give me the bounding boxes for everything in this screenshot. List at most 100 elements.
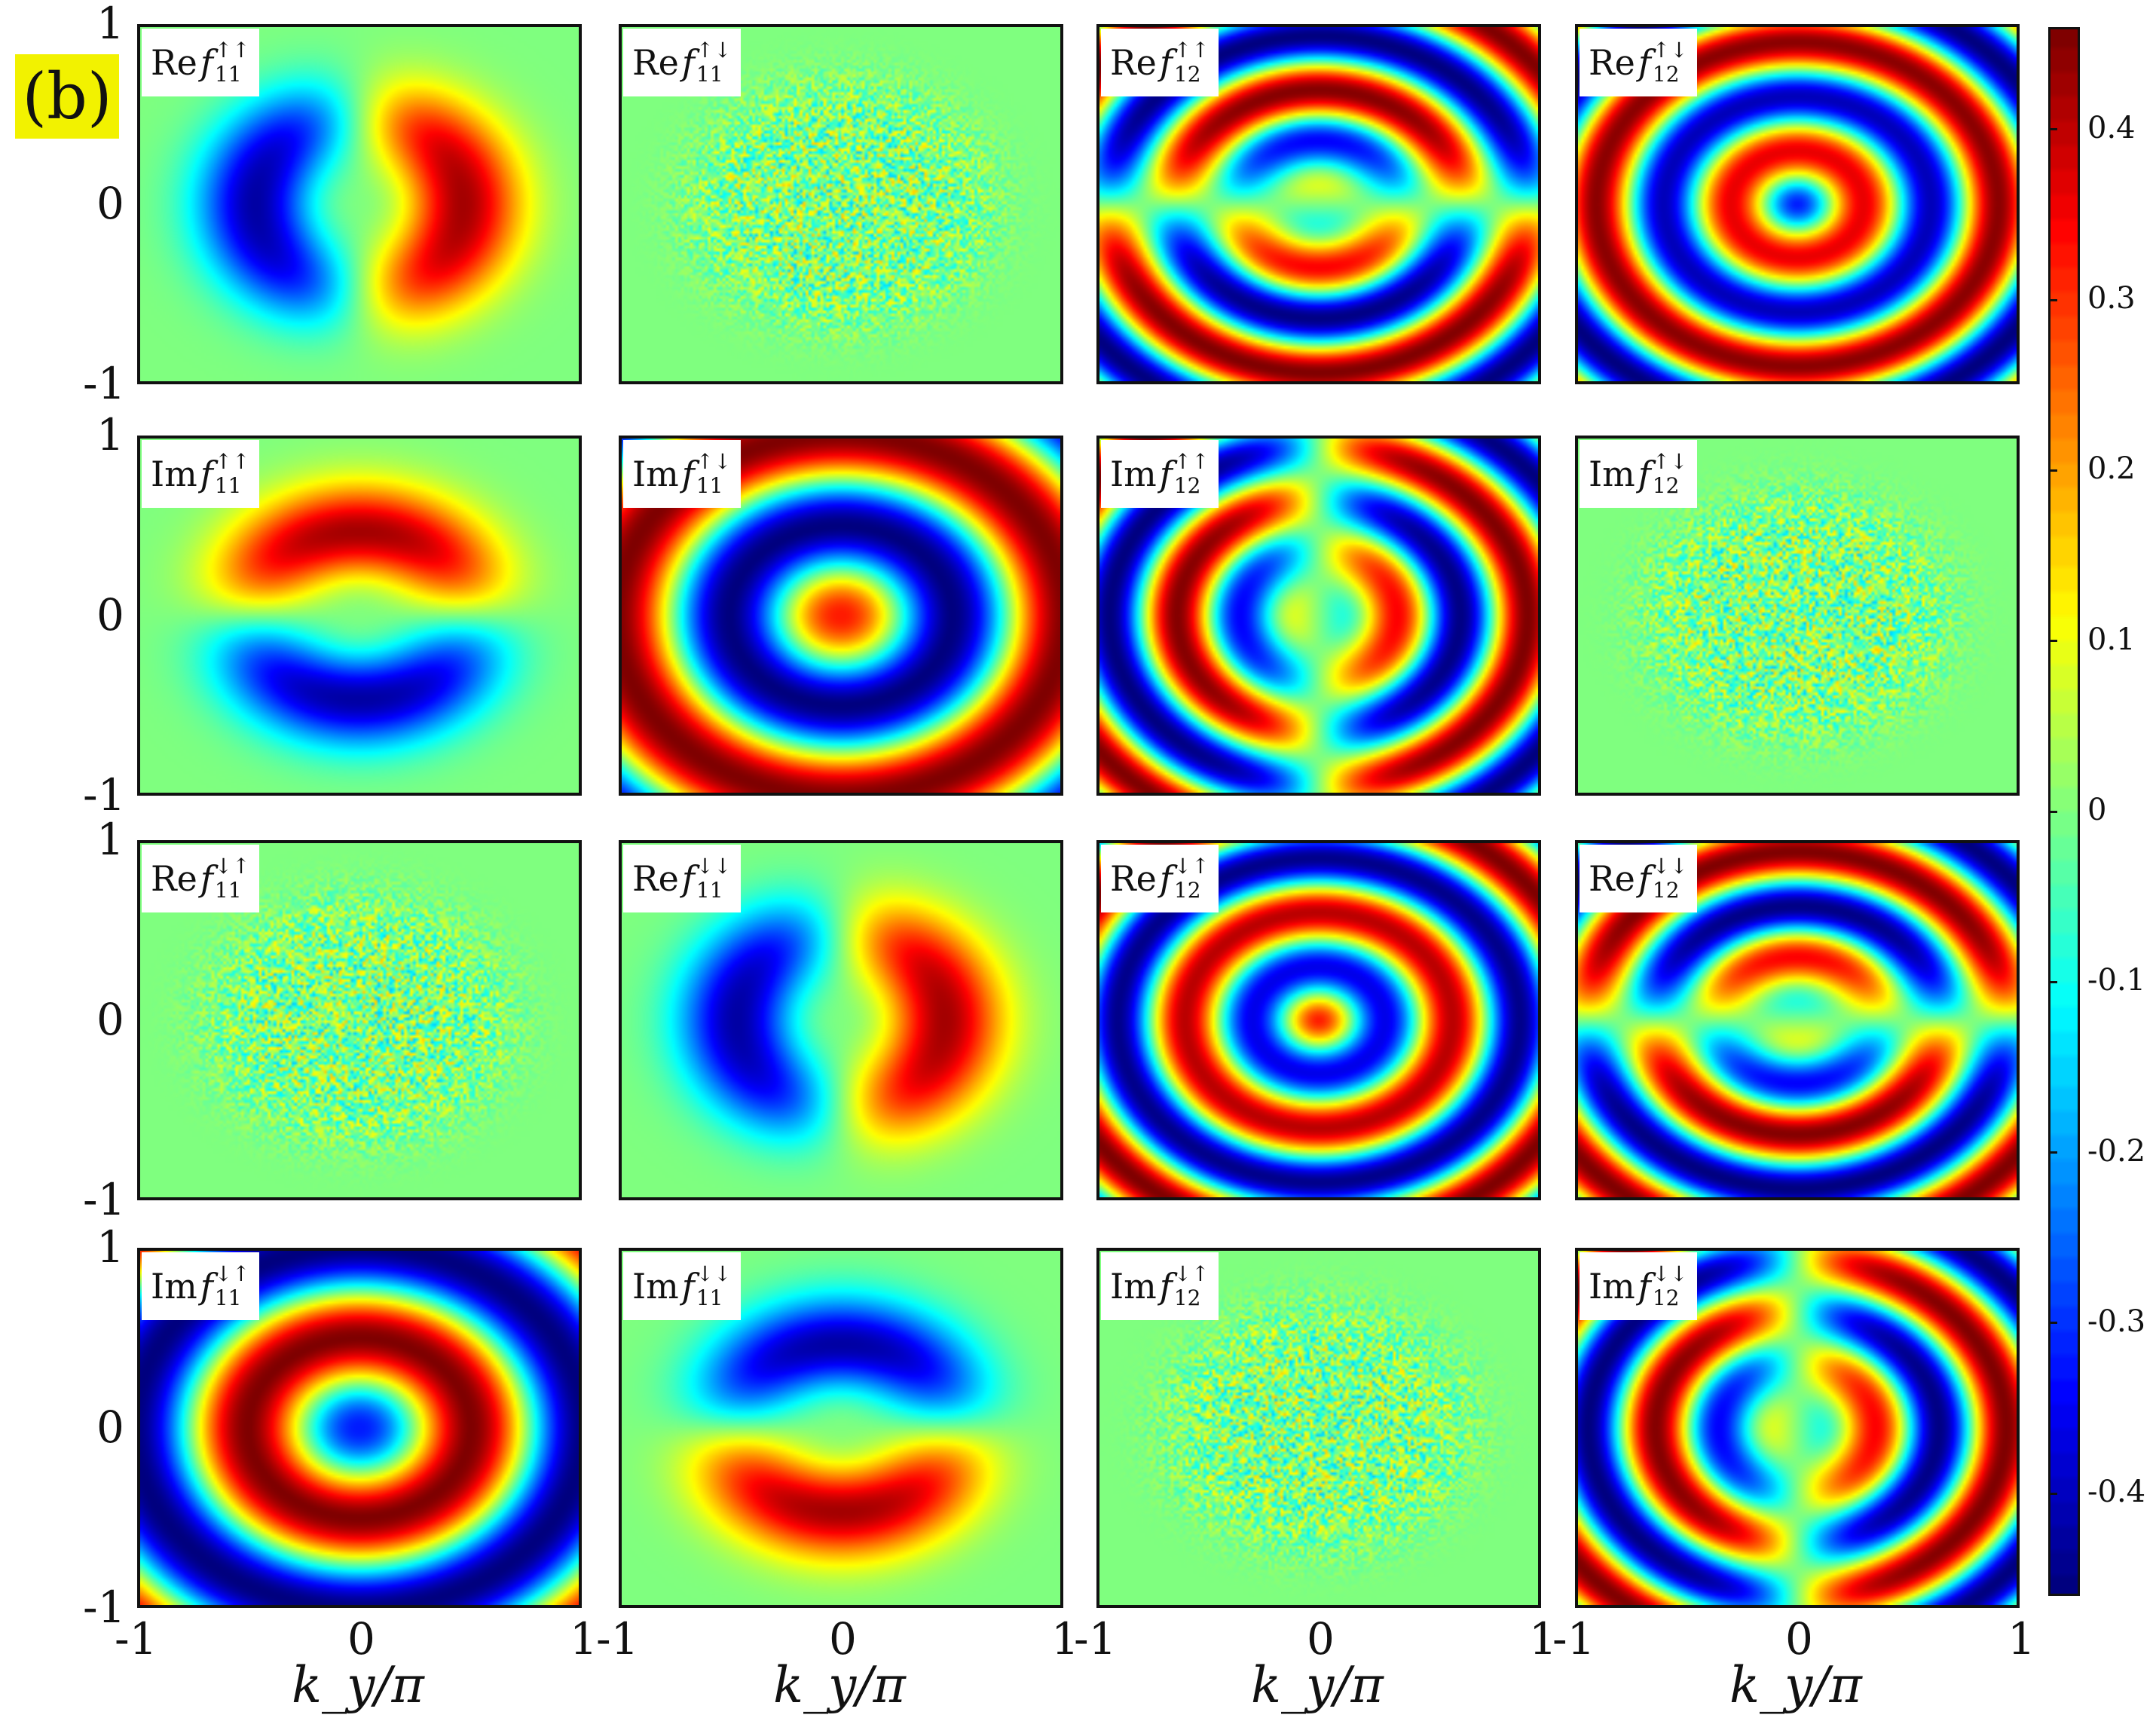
panel-label-spin: ↓↓ [1652,854,1688,879]
panel-label-index: 12 [1173,62,1201,87]
y-tick-label: 1 [96,814,124,865]
panel-label-part: Im [1110,454,1157,494]
panel-tag: (b) [15,54,119,139]
colorbar-tick-label: -0.4 [2087,1475,2146,1510]
panel-label-function: f [681,858,695,899]
panel-label: Re f ↓↑ 11 [142,845,259,912]
panel-label-spin: ↑↓ [1652,449,1688,474]
x-tick-label: 0 [1785,1613,1813,1664]
panel-label-part: Re [632,858,679,899]
panel-label-spin: ↑↑ [214,449,250,474]
panel-label-spin: ↓↑ [214,854,250,879]
panel-label-spin: ↑↑ [1173,449,1210,474]
panel-label-index: 11 [696,473,723,498]
panel-label-function: f [681,1266,695,1307]
panel-label-spin: ↓↓ [696,1261,732,1286]
panel-label-function: f [1159,1266,1173,1307]
colorbar-tick [2048,469,2057,472]
y-tick-label: 0 [96,994,124,1045]
panel-label-spin: ↓↑ [1173,1261,1210,1286]
colorbar-tick-label: 0 [2087,793,2107,827]
panel-label: Im f ↓↑ 12 [1101,1252,1219,1320]
panel-label: Re f ↑↓ 12 [1580,29,1697,96]
panel-label-index: 12 [1173,473,1201,498]
panel-label-part: Re [632,42,679,83]
colorbar-tick-label: -0.3 [2087,1304,2146,1339]
panel-label-spin: ↑↑ [1173,38,1210,63]
panel-label-function: f [1159,858,1173,899]
panel-label-part: Im [151,454,197,494]
x-tick-label: 0 [1307,1613,1335,1664]
panel-label: Im f ↑↑ 12 [1101,440,1219,508]
panel-label-part: Im [1589,1266,1635,1307]
panel-label-index: 11 [214,1285,242,1310]
panel-label: Re f ↑↑ 12 [1101,29,1219,96]
panel-label-function: f [1159,42,1173,83]
panel-label-index: 11 [214,62,242,87]
x-tick-label: -1 [1552,1613,1595,1664]
panel-label-function: f [681,454,695,494]
panel-label: Im f ↑↓ 12 [1580,440,1697,508]
panel-label: Im f ↓↑ 11 [142,1252,259,1320]
panel-label: Re f ↓↑ 12 [1101,845,1219,912]
colorbar-tick-label: 0.3 [2087,281,2136,316]
panel-label: Im f ↓↓ 11 [623,1252,741,1320]
y-tick-label: -1 [83,1582,126,1633]
panel-label: Re f ↑↑ 11 [142,29,259,96]
panel-label-function: f [1159,454,1173,494]
panel-label-function: f [1638,1266,1651,1307]
x-axis-label: k_y/π [773,1656,906,1714]
panel-label-index: 12 [1652,473,1680,498]
panel-label-index: 11 [696,1285,723,1310]
panel-label-index: 12 [1173,878,1201,903]
panel-label-part: Re [151,42,197,83]
panel-label-spin: ↓↓ [1652,1261,1688,1286]
panel-label-spin: ↑↓ [1652,38,1688,63]
panel-label-spin: ↑↑ [214,38,250,63]
panel-label-function: f [1638,42,1651,83]
y-tick-label: 1 [96,1221,124,1273]
panel-label: Im f ↑↓ 11 [623,440,741,508]
panel-label-function: f [681,42,695,83]
y-tick-label: 0 [96,178,124,229]
panel-label-index: 11 [696,878,723,903]
panel-label-index: 12 [1173,1285,1201,1310]
panel-label-spin: ↑↓ [696,449,732,474]
panel-label-spin: ↓↑ [1173,854,1210,879]
panel-label-index: 12 [1652,1285,1680,1310]
x-axis-label: k_y/π [1251,1656,1384,1714]
colorbar-tick [2048,1492,2057,1495]
x-tick-label: -1 [1074,1613,1117,1664]
panel-label-spin: ↓↑ [214,1261,250,1286]
panel-label-part: Re [1589,858,1635,899]
colorbar-tick [2048,128,2057,131]
panel-label-function: f [200,42,213,83]
colorbar-tick-label: -0.2 [2087,1133,2146,1169]
panel-label-part: Im [1110,1266,1157,1307]
x-tick-label: -1 [596,1613,639,1664]
panel-label-index: 11 [214,473,242,498]
y-tick-label: -1 [83,358,126,409]
panel-label: Im f ↓↓ 12 [1580,1252,1697,1320]
panel-label-index: 11 [696,62,723,87]
panel-label-part: Im [632,454,679,494]
panel-label-function: f [200,454,213,494]
x-tick-label: 1 [1051,1613,1079,1664]
colorbar-tick [2048,298,2057,301]
panel-label-index: 12 [1652,878,1680,903]
x-tick-label: 1 [1529,1613,1557,1664]
y-tick-label: 1 [96,0,124,49]
colorbar-tick-label: 0.4 [2087,110,2136,145]
x-tick-label: -1 [115,1613,157,1664]
colorbar-tick [2048,640,2057,643]
y-tick-label: -1 [83,769,126,821]
panel-label-part: Im [632,1266,679,1307]
colorbar-tick-label: -0.1 [2087,963,2146,998]
panel-label-index: 12 [1652,62,1680,87]
y-tick-label: 0 [96,589,124,640]
panel-label-spin: ↓↓ [696,854,732,879]
panel-label-part: Re [1110,858,1157,899]
colorbar-tick [2048,1151,2057,1154]
x-axis-label: k_y/π [292,1656,424,1714]
panel-label-part: Re [1589,42,1635,83]
